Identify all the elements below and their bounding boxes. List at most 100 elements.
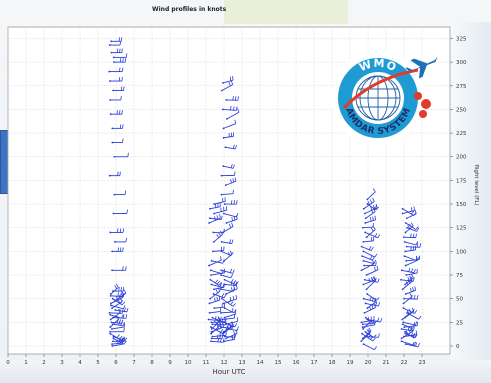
barb-feather xyxy=(121,314,124,319)
barb-feather xyxy=(415,233,417,238)
barb-staff xyxy=(406,312,419,320)
barb-feather xyxy=(416,257,420,261)
wind-barb xyxy=(108,67,124,73)
barb-feather xyxy=(410,233,412,238)
barb-station-dot xyxy=(400,278,402,281)
y-axis-ticks: 0 25 50 75 100 125 150 175 200 225 250 275 300 325 xyxy=(450,36,467,350)
barb-staff xyxy=(365,317,375,324)
barb-staff xyxy=(365,302,379,307)
barb-station-dot xyxy=(113,61,115,64)
title-highlight-box xyxy=(224,0,348,24)
barb-station-dot xyxy=(109,294,112,297)
barb-feather xyxy=(214,216,216,221)
barb-staff xyxy=(220,311,233,314)
x-tick-label: 19 xyxy=(347,360,354,366)
barb-staff xyxy=(367,191,376,200)
barb-station-dot xyxy=(111,343,113,346)
barb-feather xyxy=(233,330,236,335)
barb-station-dot xyxy=(110,40,113,43)
barb-station-dot xyxy=(403,241,406,243)
barb-station-dot xyxy=(223,283,226,286)
wind-barb xyxy=(402,307,418,314)
x-tick-label: 17 xyxy=(311,360,318,366)
barb-staff xyxy=(214,306,225,309)
barb-station-dot xyxy=(360,321,363,324)
barb-station-dot xyxy=(210,340,212,343)
barb-station-dot xyxy=(222,302,225,305)
barb-station-dot xyxy=(113,193,116,196)
barb-staff xyxy=(224,279,237,286)
barb-feather xyxy=(230,251,234,256)
wind-barb xyxy=(221,222,234,234)
barb-staff xyxy=(221,241,232,244)
barb-feather xyxy=(232,106,235,111)
barb-feather xyxy=(230,273,234,278)
barb-station-dot xyxy=(403,255,406,258)
barb-station-dot xyxy=(366,198,369,201)
barb-feather xyxy=(116,48,119,53)
barb-feather xyxy=(414,309,418,314)
barb-feather xyxy=(124,337,128,342)
barb-station-dot xyxy=(220,274,222,276)
barb-feather xyxy=(122,287,125,292)
barb-feather xyxy=(127,152,129,157)
barb-feather xyxy=(374,253,378,258)
barb-feather xyxy=(368,246,372,250)
wind-barb xyxy=(362,343,378,351)
barb-feather xyxy=(374,266,376,271)
barb-station-dot xyxy=(113,241,116,243)
x-tick-label: 22 xyxy=(401,360,408,366)
barb-feather xyxy=(416,227,420,232)
barb-feather xyxy=(119,319,121,324)
x-tick-label: 2 xyxy=(42,360,46,366)
barb-station-dot xyxy=(404,330,406,333)
barb-feather xyxy=(230,301,234,305)
barb-station-dot xyxy=(110,51,113,54)
barb-feather xyxy=(119,309,121,314)
barb-station-dot xyxy=(220,193,223,196)
barb-feather xyxy=(122,138,124,143)
barb-station-dot xyxy=(220,250,223,253)
wind-barb xyxy=(223,333,237,338)
barb-station-dot xyxy=(365,288,368,291)
wind-barb xyxy=(361,223,374,229)
wind-barb xyxy=(366,203,379,211)
barb-feather xyxy=(412,327,415,332)
barb-feather xyxy=(232,76,234,81)
barb-station-dot xyxy=(210,337,213,340)
barb-feather xyxy=(220,215,223,220)
barb-staff xyxy=(365,211,376,219)
barb-station-dot xyxy=(404,316,406,319)
barb-feather xyxy=(229,105,232,111)
wind-barb xyxy=(362,259,377,265)
wind-barb xyxy=(220,171,236,177)
barb-staff xyxy=(224,284,237,286)
barb-staff xyxy=(405,249,416,252)
barb-station-dot xyxy=(212,231,215,234)
barb-feather xyxy=(119,300,124,304)
barb-station-dot xyxy=(362,343,365,346)
wind-barb xyxy=(405,268,418,276)
barb-feather xyxy=(121,67,124,72)
x-tick-label: 16 xyxy=(293,360,300,366)
barb-station-dot xyxy=(364,302,367,305)
barb-staff xyxy=(402,280,413,290)
wind-barb xyxy=(220,239,234,244)
wind-barb xyxy=(222,163,235,169)
barb-staff xyxy=(365,232,378,239)
x-tick-label: 6 xyxy=(114,360,118,366)
x-tick-label: 21 xyxy=(383,360,390,366)
barb-feather xyxy=(376,297,380,301)
barb-feather xyxy=(413,295,416,300)
barb-feather xyxy=(377,234,381,239)
wind-barb xyxy=(400,326,415,332)
barb-staff xyxy=(211,284,223,288)
barb-station-dot xyxy=(112,290,114,293)
barb-feather xyxy=(234,177,237,182)
wind-barb xyxy=(400,267,416,274)
chart-title: Wind profiles in knots xyxy=(152,6,227,13)
barb-feather xyxy=(122,314,125,319)
wind-barb xyxy=(111,266,127,272)
barb-feather xyxy=(375,261,377,266)
barb-staff xyxy=(224,336,236,338)
